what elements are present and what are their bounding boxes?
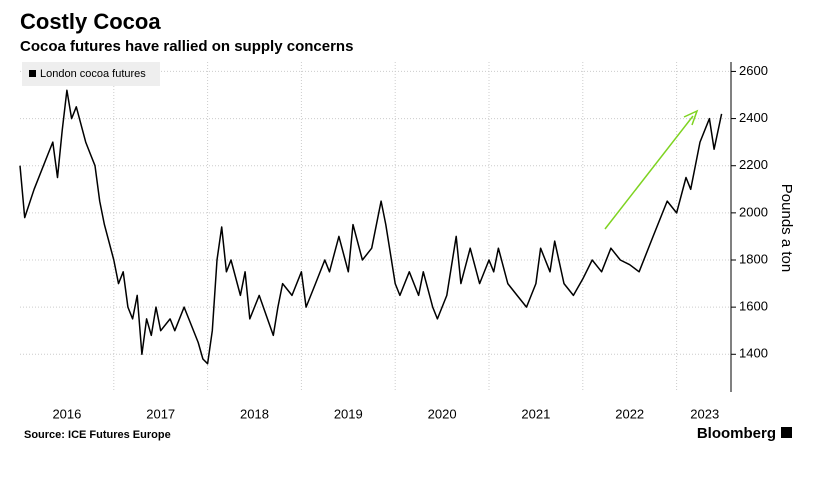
brand-icon [781, 427, 792, 438]
x-tick-label: 2022 [615, 406, 644, 421]
x-tick-label: 2016 [52, 406, 81, 421]
x-tick-label: 2021 [521, 406, 550, 421]
brand: Bloomberg [697, 425, 776, 442]
annotation-arrow [604, 115, 694, 230]
legend-swatch [29, 70, 36, 77]
y-tick-label: 1400 [739, 346, 768, 361]
x-tick-label: 2020 [428, 406, 457, 421]
x-tick-label: 2017 [146, 406, 175, 421]
chart-title: Costly Cocoa [20, 9, 161, 34]
y-tick-label: 1800 [739, 251, 768, 266]
annotation-arrowhead [683, 109, 699, 126]
source: Source: ICE Futures Europe [24, 429, 171, 441]
y-tick-label: 2400 [739, 110, 768, 125]
chart-subtitle: Cocoa futures have rallied on supply con… [20, 38, 353, 55]
y-tick-label: 2600 [739, 63, 768, 78]
legend-box [22, 62, 160, 86]
y-tick-label: 2200 [739, 157, 768, 172]
x-tick-label: 2018 [240, 406, 269, 421]
data-line [19, 89, 723, 365]
x-tick-label: 2019 [334, 406, 363, 421]
y-tick-label: 2000 [739, 204, 768, 219]
y-tick-label: 1600 [739, 299, 768, 314]
y-axis-label: Pounds a ton [778, 184, 795, 272]
legend-label: London cocoa futures [40, 68, 146, 80]
x-tick-label: 2023 [690, 406, 719, 421]
